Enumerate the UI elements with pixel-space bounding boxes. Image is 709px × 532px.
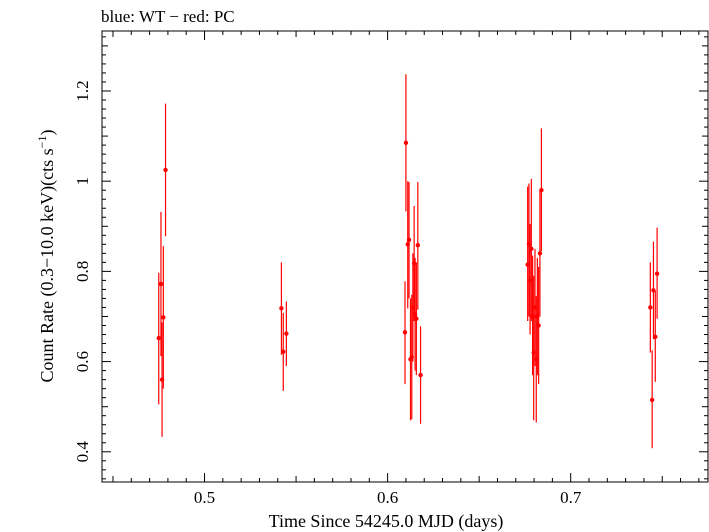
y-tick-label: 0.8 — [73, 261, 92, 282]
y-tick-label: 0.4 — [73, 441, 92, 463]
axis-tick-labels: 0.5 0.6 0.7 0.4 0.6 0.8 1 1.2 — [73, 80, 582, 507]
data-point — [284, 331, 289, 336]
plot-frame — [101, 30, 709, 483]
y-axis-title-close: ) — [37, 130, 58, 136]
chart-header: blue: WT − red: PC — [101, 7, 235, 26]
data-point — [411, 261, 417, 266]
data-point — [161, 315, 166, 320]
x-axis-title: Time Since 54245.0 MJD (days) — [269, 511, 504, 532]
y-axis-title-superscript: −1 — [35, 136, 49, 149]
data-point — [529, 246, 534, 252]
y-tick-label: 1.2 — [73, 80, 92, 101]
y-tick-label: 0.6 — [73, 351, 92, 372]
y-tick-label: 1 — [73, 177, 92, 186]
plot-border — [101, 30, 709, 483]
y-axis-title-main: Count Rate (0.3−10.0 keV)(cts s — [37, 148, 58, 382]
data-point — [156, 335, 161, 341]
data-point — [536, 323, 541, 328]
data-point — [163, 167, 168, 173]
data-point — [406, 237, 412, 243]
data-point — [654, 271, 660, 276]
x-tick-label: 0.6 — [377, 488, 398, 507]
axis-ticks — [102, 31, 708, 482]
data-point — [279, 306, 284, 311]
data-point — [651, 288, 656, 293]
data-point — [537, 251, 543, 256]
data-point — [539, 188, 544, 193]
y-axis-title: Count Rate (0.3−10.0 keV)(cts s−1) — [35, 130, 58, 383]
data-point — [418, 372, 423, 378]
data-point — [402, 330, 408, 335]
x-tick-label: 0.7 — [560, 488, 582, 507]
data-point — [158, 281, 164, 287]
data-point — [648, 305, 653, 310]
data-point — [653, 334, 658, 339]
x-tick-label: 0.5 — [194, 488, 215, 507]
data-point — [414, 316, 419, 321]
data-point — [403, 140, 409, 146]
data-point — [415, 243, 421, 248]
data-points — [156, 74, 660, 449]
data-point — [649, 397, 655, 403]
data-point — [281, 349, 286, 354]
